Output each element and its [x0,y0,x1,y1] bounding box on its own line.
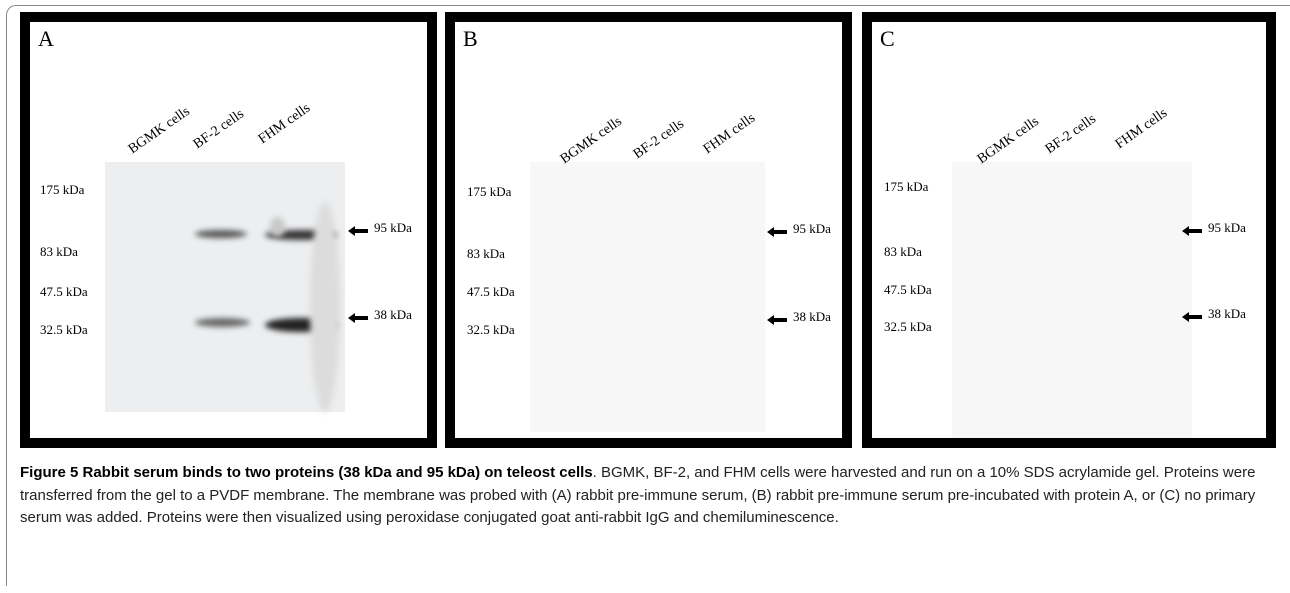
arrow-icon [348,226,368,236]
panel-letter: C [880,26,895,52]
ladder-label: 175 kDa [884,179,928,195]
lane-label: BGMK cells [126,104,193,158]
ladder-label: 32.5 kDa [884,319,932,335]
page: {"figure": { "panels": [ {"letter": "A",… [0,0,1290,593]
band [195,318,250,327]
lane-label: FHM cells [256,101,314,148]
lane-label: FHM cells [701,111,759,158]
band [195,230,247,238]
arrow-icon [348,313,368,323]
marker-label: 38 kDa [374,307,412,323]
ladder-label: 175 kDa [467,184,511,200]
arrow [348,223,368,233]
ladder-label: 47.5 kDa [884,282,932,298]
marker-label: 95 kDa [374,220,412,236]
membrane [105,162,345,412]
arrow [767,224,787,234]
arrow [1182,223,1202,233]
ladder-label: 47.5 kDa [40,284,88,300]
lane-label: BGMK cells [975,114,1042,168]
marker-label: 95 kDa [793,221,831,237]
arrow-icon [767,315,787,325]
ladder-label: 83 kDa [884,244,922,260]
arrow-icon [767,227,787,237]
lane-label: BF-2 cells [631,117,688,163]
lane-label: BF-2 cells [191,107,248,153]
caption: Figure 5 Rabbit serum binds to two prote… [20,462,1270,530]
membrane [952,162,1192,442]
band [270,217,285,237]
arrow [767,312,787,322]
ladder-label: 32.5 kDa [467,322,515,338]
band [310,202,340,412]
lane-label: FHM cells [1113,106,1171,153]
arrow [1182,309,1202,319]
panel-letter: A [38,26,54,52]
panel-letter: B [463,26,478,52]
ladder-label: 32.5 kDa [40,322,88,338]
lane-label: BF-2 cells [1043,112,1100,158]
ladder-label: 175 kDa [40,182,84,198]
caption-title: Figure 5 Rabbit serum binds to two prote… [20,464,593,481]
ladder-label: 47.5 kDa [467,284,515,300]
membrane [530,162,765,432]
ladder-label: 83 kDa [467,246,505,262]
arrow [348,310,368,320]
ladder-label: 83 kDa [40,244,78,260]
lane-label: BGMK cells [558,114,625,168]
marker-label: 95 kDa [1208,220,1246,236]
arrow-icon [1182,226,1202,236]
arrow-icon [1182,312,1202,322]
marker-label: 38 kDa [793,309,831,325]
marker-label: 38 kDa [1208,306,1246,322]
